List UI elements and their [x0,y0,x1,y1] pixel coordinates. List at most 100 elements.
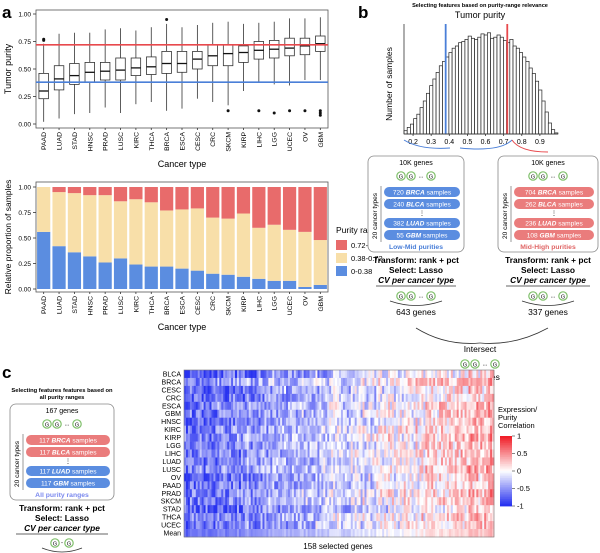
heatmap-cell [348,409,352,419]
heatmap-cell [409,521,412,530]
heatmap-cell [215,425,218,434]
heatmap-cell [413,513,416,522]
heatmap-cell [397,449,401,458]
colorbar-title: Expression/ [498,405,538,414]
heatmap-cell [215,457,218,466]
heatmap-cell [441,377,444,387]
box [130,57,142,77]
heatmap-cell [319,425,322,434]
heatmap-cell [425,489,428,498]
heatmap-cell [307,417,310,426]
heatmap-cell [437,505,440,514]
heatmap-cell [184,521,187,530]
heatmap-cell [397,513,401,522]
heatmap-cell [352,505,355,514]
heatmap-cell [391,529,395,538]
heatmap-cell [391,409,395,419]
heatmap-cell [425,505,428,514]
heatmap-cell [191,377,195,387]
heatmap-cell [411,481,414,490]
heatmap-cell [250,425,253,434]
sample-pill [26,466,110,476]
heatmap-cell [303,417,306,426]
heatmap-cell [282,441,285,450]
heatmap-cell [205,505,208,514]
gene-letter: G [409,294,413,300]
heatmap-cell [401,513,405,522]
colorbar-step [500,451,512,454]
heatmap-cell [236,377,240,387]
bar-segment [175,187,189,210]
heatmap-cell [421,370,424,379]
heatmap-cell [313,513,316,522]
heatmap-cell [262,433,265,442]
heatmap-cell [342,489,346,498]
heatmap-cell [352,425,355,434]
heatmap-cell [325,385,328,395]
heatmap-cell [364,401,367,411]
heatmap-cell [339,441,342,450]
colorbar-step [500,458,512,461]
histogram-subtitle: Tumor purity [455,10,506,20]
heatmap-cell [393,441,397,450]
heatmap-cell [431,521,434,530]
heatmap-cell [390,417,393,426]
heatmap-cell [342,425,346,434]
gene-icon [538,291,548,301]
heatmap-cell [236,385,240,395]
heatmap-cell [450,393,454,403]
heatmap-cell [390,385,393,395]
heatmap-cell [421,385,424,395]
histogram-bar [477,36,482,135]
heatmap-cell [250,433,253,442]
heatmap-cell [252,521,255,530]
heatmap-cell [374,441,377,450]
heatmap-cell [335,497,338,506]
heatmap-cell [305,417,308,426]
heatmap-cell [260,505,263,514]
heatmap-cell [466,521,469,530]
bar-segment [282,187,297,230]
x-tick-label: BRCA [164,296,171,315]
heatmap-cell [323,393,326,403]
heatmap-cell [195,393,199,403]
heatmap-cell [417,529,420,538]
heatmap-cell [203,425,206,434]
heatmap-cell [382,393,385,403]
heatmap-row-label: CESC [162,387,181,394]
heatmap-cell [442,433,446,442]
heatmap-cell [360,433,363,442]
heatmap-cell [293,377,297,387]
heatmap-cell [313,497,316,506]
heatmap-row-label: LUSC [162,467,181,474]
heatmap-cell [429,457,432,466]
heatmap-cell [452,481,456,490]
histogram-bar [474,39,479,135]
heatmap-cell [250,401,253,411]
gene-letter: G [531,174,535,180]
heatmap-cell [425,473,428,482]
heatmap-cell [187,521,191,530]
heatmap-cell [274,425,277,434]
heatmap-cell [270,409,273,419]
sample-pill [384,187,460,197]
heatmap-cell [444,441,448,450]
heatmap-cell [293,425,297,434]
heatmap-cell [388,505,391,514]
heatmap-cell [280,425,283,434]
heatmap-cell [425,401,428,411]
heatmap-cell [411,489,414,498]
card-gene-count: 10K genes [399,160,433,167]
heatmap-cell [211,521,214,530]
heatmap-cell [317,529,320,538]
heatmap-cell [203,457,206,466]
heatmap-cell [405,465,408,474]
heatmap-cell [191,417,195,426]
heatmap-cell [191,433,195,442]
heatmap-cell [476,385,479,395]
heatmap-cell [490,481,493,490]
heatmap-cell [354,449,357,458]
heatmap-cell [372,441,375,450]
heatmap-cell [199,457,202,466]
gene-icon [426,171,436,181]
